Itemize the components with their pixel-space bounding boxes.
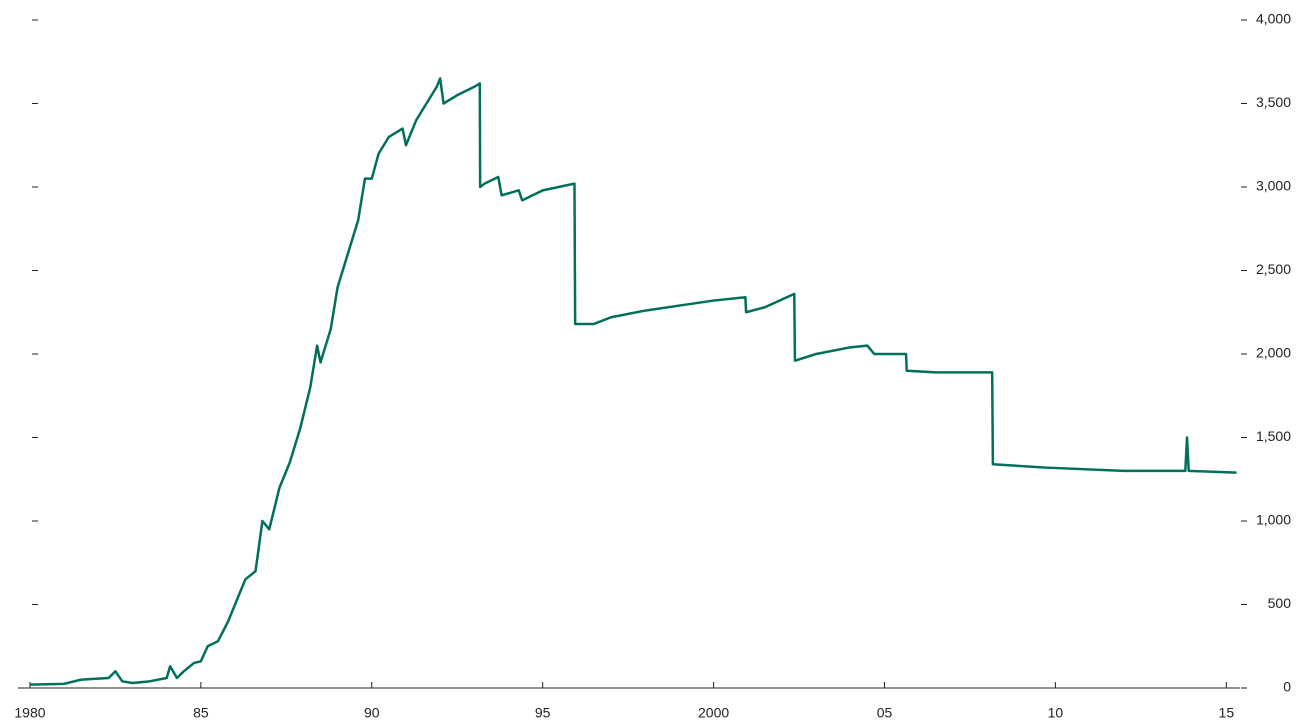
y-tick-label: 3,000: [1256, 178, 1291, 194]
x-tick-label: 15: [1219, 705, 1235, 721]
x-tick-label: 10: [1048, 705, 1064, 721]
y-tick-label: 0: [1283, 679, 1291, 695]
y-tick-label: 1,500: [1256, 428, 1291, 444]
x-tick-label: 90: [364, 705, 380, 721]
y-tick-label: 2,000: [1256, 345, 1291, 361]
x-tick-label: 05: [877, 705, 893, 721]
y-tick-label: 2,500: [1256, 261, 1291, 277]
y-tick-label: 3,500: [1256, 94, 1291, 110]
x-tick-label: 95: [535, 705, 551, 721]
y-tick-label: 4,000: [1256, 11, 1291, 27]
x-tick-label: 2000: [698, 705, 729, 721]
y-tick-label: 500: [1268, 595, 1292, 611]
x-tick-label: 85: [193, 705, 209, 721]
x-tick-label: 1980: [14, 705, 45, 721]
y-tick-label: 1,000: [1256, 512, 1291, 528]
data-line: [29, 77, 1237, 686]
